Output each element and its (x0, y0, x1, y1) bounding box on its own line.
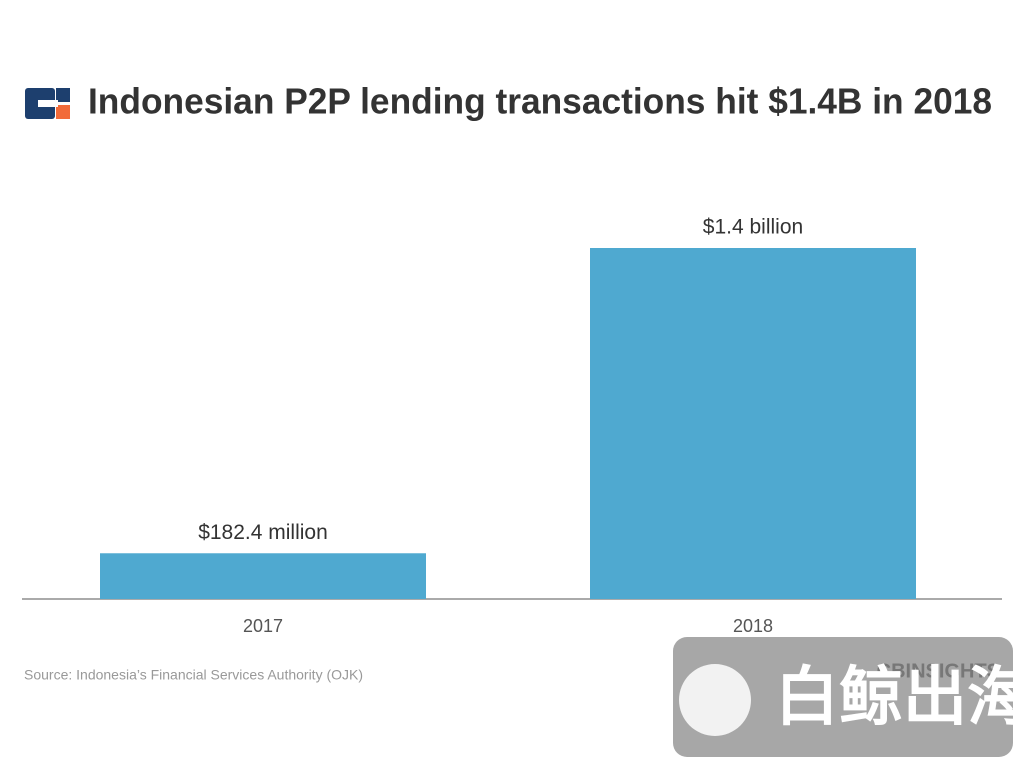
x-tick-label: 2018 (733, 616, 773, 636)
logo-icon (25, 88, 70, 119)
watermark-icon (679, 664, 751, 736)
watermark: 白鲸出海 (775, 661, 1024, 733)
bar (100, 553, 426, 599)
bar (590, 248, 916, 599)
brand: CBINSIGHTS (877, 660, 1000, 682)
value-label: $1.4 billion (703, 216, 803, 239)
watermark-box (673, 637, 1013, 757)
source: Source: Indonesia’s Financial Services A… (24, 667, 363, 683)
x-tick-label: 2017 (243, 616, 283, 636)
chart-title: Indonesian P2P lending transactions hit … (88, 81, 992, 122)
value-label: $182.4 million (198, 521, 328, 544)
